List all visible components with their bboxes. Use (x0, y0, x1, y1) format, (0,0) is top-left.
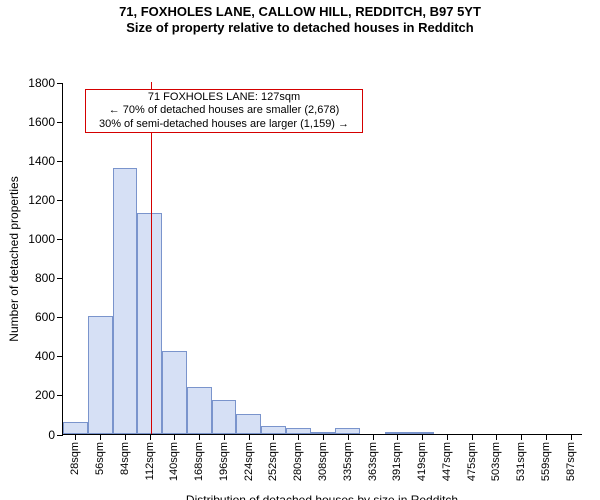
x-tick-line (174, 434, 175, 440)
x-tick-label: 391sqm (391, 442, 403, 481)
y-tick-label: 600 (35, 310, 63, 324)
x-tick-label: 308sqm (317, 442, 329, 481)
x-tick-line (199, 434, 200, 440)
y-axis-label: Number of detached properties (7, 176, 21, 341)
histogram-bar (187, 387, 212, 434)
y-tick-label: 800 (35, 271, 63, 285)
histogram-bar (88, 316, 113, 433)
x-tick-label: 587sqm (565, 442, 577, 481)
y-tick-label: 1400 (28, 154, 63, 168)
y-tick-label: 0 (48, 428, 63, 442)
y-tick-label: 1800 (28, 76, 63, 90)
x-tick-line (75, 434, 76, 440)
x-tick-line (546, 434, 547, 440)
x-tick-line (397, 434, 398, 440)
x-tick-line (323, 434, 324, 440)
x-tick-label: 280sqm (292, 442, 304, 481)
x-tick-label: 196sqm (218, 442, 230, 481)
y-tick-label: 1000 (28, 232, 63, 246)
x-tick-line (422, 434, 423, 440)
subject-marker-line (151, 82, 152, 434)
histogram-bar (113, 168, 138, 434)
y-tick-label: 200 (35, 388, 63, 402)
x-axis-label: Distribution of detached houses by size … (186, 493, 458, 500)
x-tick-label: 559sqm (540, 442, 552, 481)
x-tick-label: 419sqm (416, 442, 428, 481)
chart-title-block: 71, FOXHOLES LANE, CALLOW HILL, REDDITCH… (0, 0, 600, 37)
plot-area: 02004006008001000120014001600180028sqm56… (62, 83, 582, 435)
histogram-bar (236, 414, 261, 434)
histogram-bar (261, 426, 286, 434)
annotation-line: 71 FOXHOLES LANE: 127sqm (88, 91, 360, 105)
annotation-box: 71 FOXHOLES LANE: 127sqm← 70% of detache… (85, 89, 363, 133)
histogram-bar (137, 213, 162, 434)
x-tick-label: 503sqm (490, 442, 502, 481)
x-tick-line (150, 434, 151, 440)
x-tick-label: 168sqm (193, 442, 205, 481)
x-tick-label: 84sqm (119, 442, 131, 475)
x-tick-label: 447sqm (441, 442, 453, 481)
chart-container: 0 200 400 600 800 1000 1200 1400 1600 1800 28sqm 56… (0, 37, 600, 500)
x-tick-label: 56sqm (94, 442, 106, 475)
x-tick-label: 28sqm (69, 442, 81, 475)
x-tick-line (373, 434, 374, 440)
chart-title-main: 71, FOXHOLES LANE, CALLOW HILL, REDDITCH… (0, 4, 600, 20)
x-tick-line (100, 434, 101, 440)
x-tick-label: 531sqm (515, 442, 527, 481)
x-tick-line (348, 434, 349, 440)
x-tick-line (496, 434, 497, 440)
annotation-line: ← 70% of detached houses are smaller (2,… (88, 104, 360, 118)
x-tick-label: 140sqm (168, 442, 180, 481)
x-tick-line (447, 434, 448, 440)
x-tick-line (224, 434, 225, 440)
x-tick-line (273, 434, 274, 440)
x-tick-line (571, 434, 572, 440)
x-tick-label: 112sqm (144, 442, 156, 480)
x-tick-label: 335sqm (342, 442, 354, 481)
histogram-bar (212, 400, 237, 433)
x-tick-line (125, 434, 126, 440)
x-tick-line (472, 434, 473, 440)
histogram-bar (63, 422, 88, 434)
annotation-line: 30% of semi-detached houses are larger (… (88, 118, 360, 132)
chart-title-sub: Size of property relative to detached ho… (0, 20, 600, 36)
y-tick-label: 1200 (28, 193, 63, 207)
x-tick-label: 252sqm (267, 442, 279, 481)
x-tick-label: 475sqm (466, 442, 478, 481)
y-tick-label: 1600 (28, 115, 63, 129)
x-tick-line (521, 434, 522, 440)
x-tick-line (298, 434, 299, 440)
y-tick-label: 400 (35, 349, 63, 363)
x-tick-line (249, 434, 250, 440)
x-tick-label: 363sqm (367, 442, 379, 481)
x-tick-label: 224sqm (243, 442, 255, 481)
histogram-bar (162, 351, 187, 433)
